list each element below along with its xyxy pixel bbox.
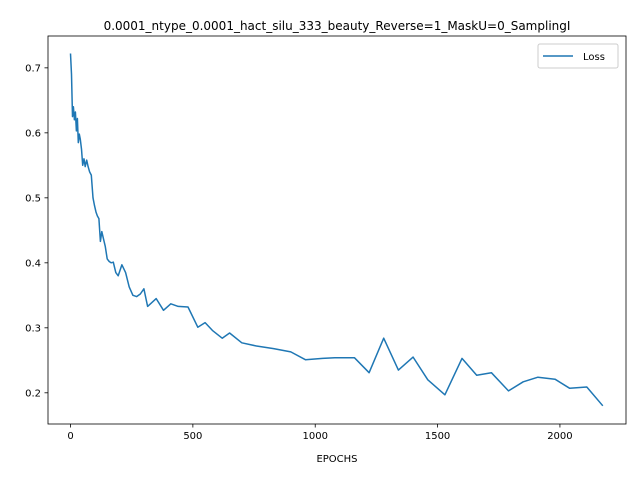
legend: Loss — [537, 43, 619, 69]
y-tick-label: 0.3 — [25, 323, 41, 334]
loss-series-line — [69, 53, 604, 407]
legend-box — [537, 43, 619, 69]
y-tick-label: 0.4 — [25, 258, 41, 269]
y-tick-label: 0.2 — [25, 388, 41, 399]
x-axis-ticks: 0 500 1000 1500 2000 — [67, 424, 573, 442]
x-tick-label: 0 — [67, 431, 73, 442]
chart-title: 0.0001_ntype_0.0001_hact_silu_333_beauty… — [104, 19, 571, 33]
x-tick-label: 1000 — [302, 431, 327, 442]
x-axis-label: EPOCHS — [316, 454, 357, 465]
y-axis-ticks: 0.2 0.3 0.4 0.5 0.6 0.7 — [25, 63, 48, 399]
y-tick-label: 0.6 — [25, 128, 41, 139]
plot-frame — [47, 35, 627, 425]
x-tick-label: 500 — [183, 431, 202, 442]
x-tick-label: 1500 — [425, 431, 450, 442]
y-tick-label: 0.5 — [25, 193, 41, 204]
x-tick-label: 2000 — [547, 431, 572, 442]
legend-label-loss: Loss — [583, 52, 605, 63]
y-tick-label: 0.7 — [25, 63, 41, 74]
